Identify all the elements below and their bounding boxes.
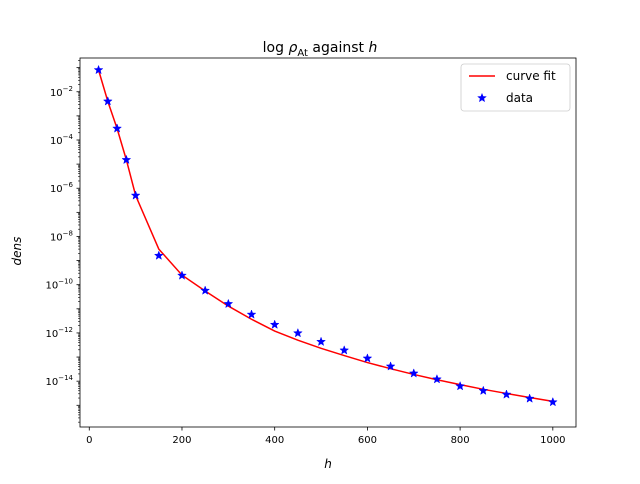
x-tick-label: 800	[451, 435, 470, 446]
data-point	[93, 64, 104, 75]
data-point	[385, 361, 396, 371]
data-point	[431, 374, 442, 384]
y-tick-label: 10−2	[50, 85, 73, 99]
y-axis-label: dens	[10, 237, 24, 266]
x-tick-label: 600	[358, 435, 377, 446]
x-tick-label: 200	[172, 435, 191, 446]
data-point	[223, 298, 234, 309]
data-point	[246, 309, 257, 319]
data-point	[547, 396, 558, 407]
legend: curve fit data	[460, 63, 571, 112]
data-point	[102, 96, 113, 106]
data-point	[501, 389, 512, 399]
y-tick-label: 10−8	[50, 229, 73, 243]
data-point	[455, 380, 466, 391]
legend-label: data	[506, 91, 533, 105]
y-tick-label: 10−14	[45, 374, 73, 388]
data-point	[524, 393, 535, 403]
axes-frame	[79, 57, 577, 428]
chart-title: log ρAt against h	[263, 40, 378, 59]
y-tick-label: 10−12	[45, 326, 73, 340]
data-point	[112, 123, 123, 133]
data-point	[130, 190, 141, 200]
plot-area	[93, 64, 558, 407]
y-tick-label: 10−4	[50, 133, 74, 147]
x-tick-label: 1000	[540, 435, 565, 446]
data-point	[269, 319, 280, 329]
y-tick-label: 10−6	[50, 181, 74, 195]
data-point	[177, 270, 187, 280]
curve-fit-line	[97, 69, 553, 403]
x-tick-label: 400	[265, 435, 284, 446]
axes: 0 200 400 600 800 1000 10−14 10−12 10−10 10−8 10−6…	[45, 57, 577, 446]
y-tick-label: 10−10	[45, 278, 73, 292]
data-point	[362, 353, 373, 363]
data-point	[153, 250, 164, 260]
data-point	[316, 336, 327, 346]
data-point	[200, 285, 211, 295]
data-point	[121, 154, 132, 165]
legend-star-swatch	[477, 92, 487, 103]
data-point	[408, 368, 419, 378]
x-tick-label: 0	[86, 435, 92, 446]
x-axis-label: h	[324, 457, 332, 471]
data-point	[339, 345, 350, 355]
legend-label: curve fit	[506, 69, 556, 83]
data-point	[292, 327, 303, 338]
data-point	[478, 385, 489, 395]
